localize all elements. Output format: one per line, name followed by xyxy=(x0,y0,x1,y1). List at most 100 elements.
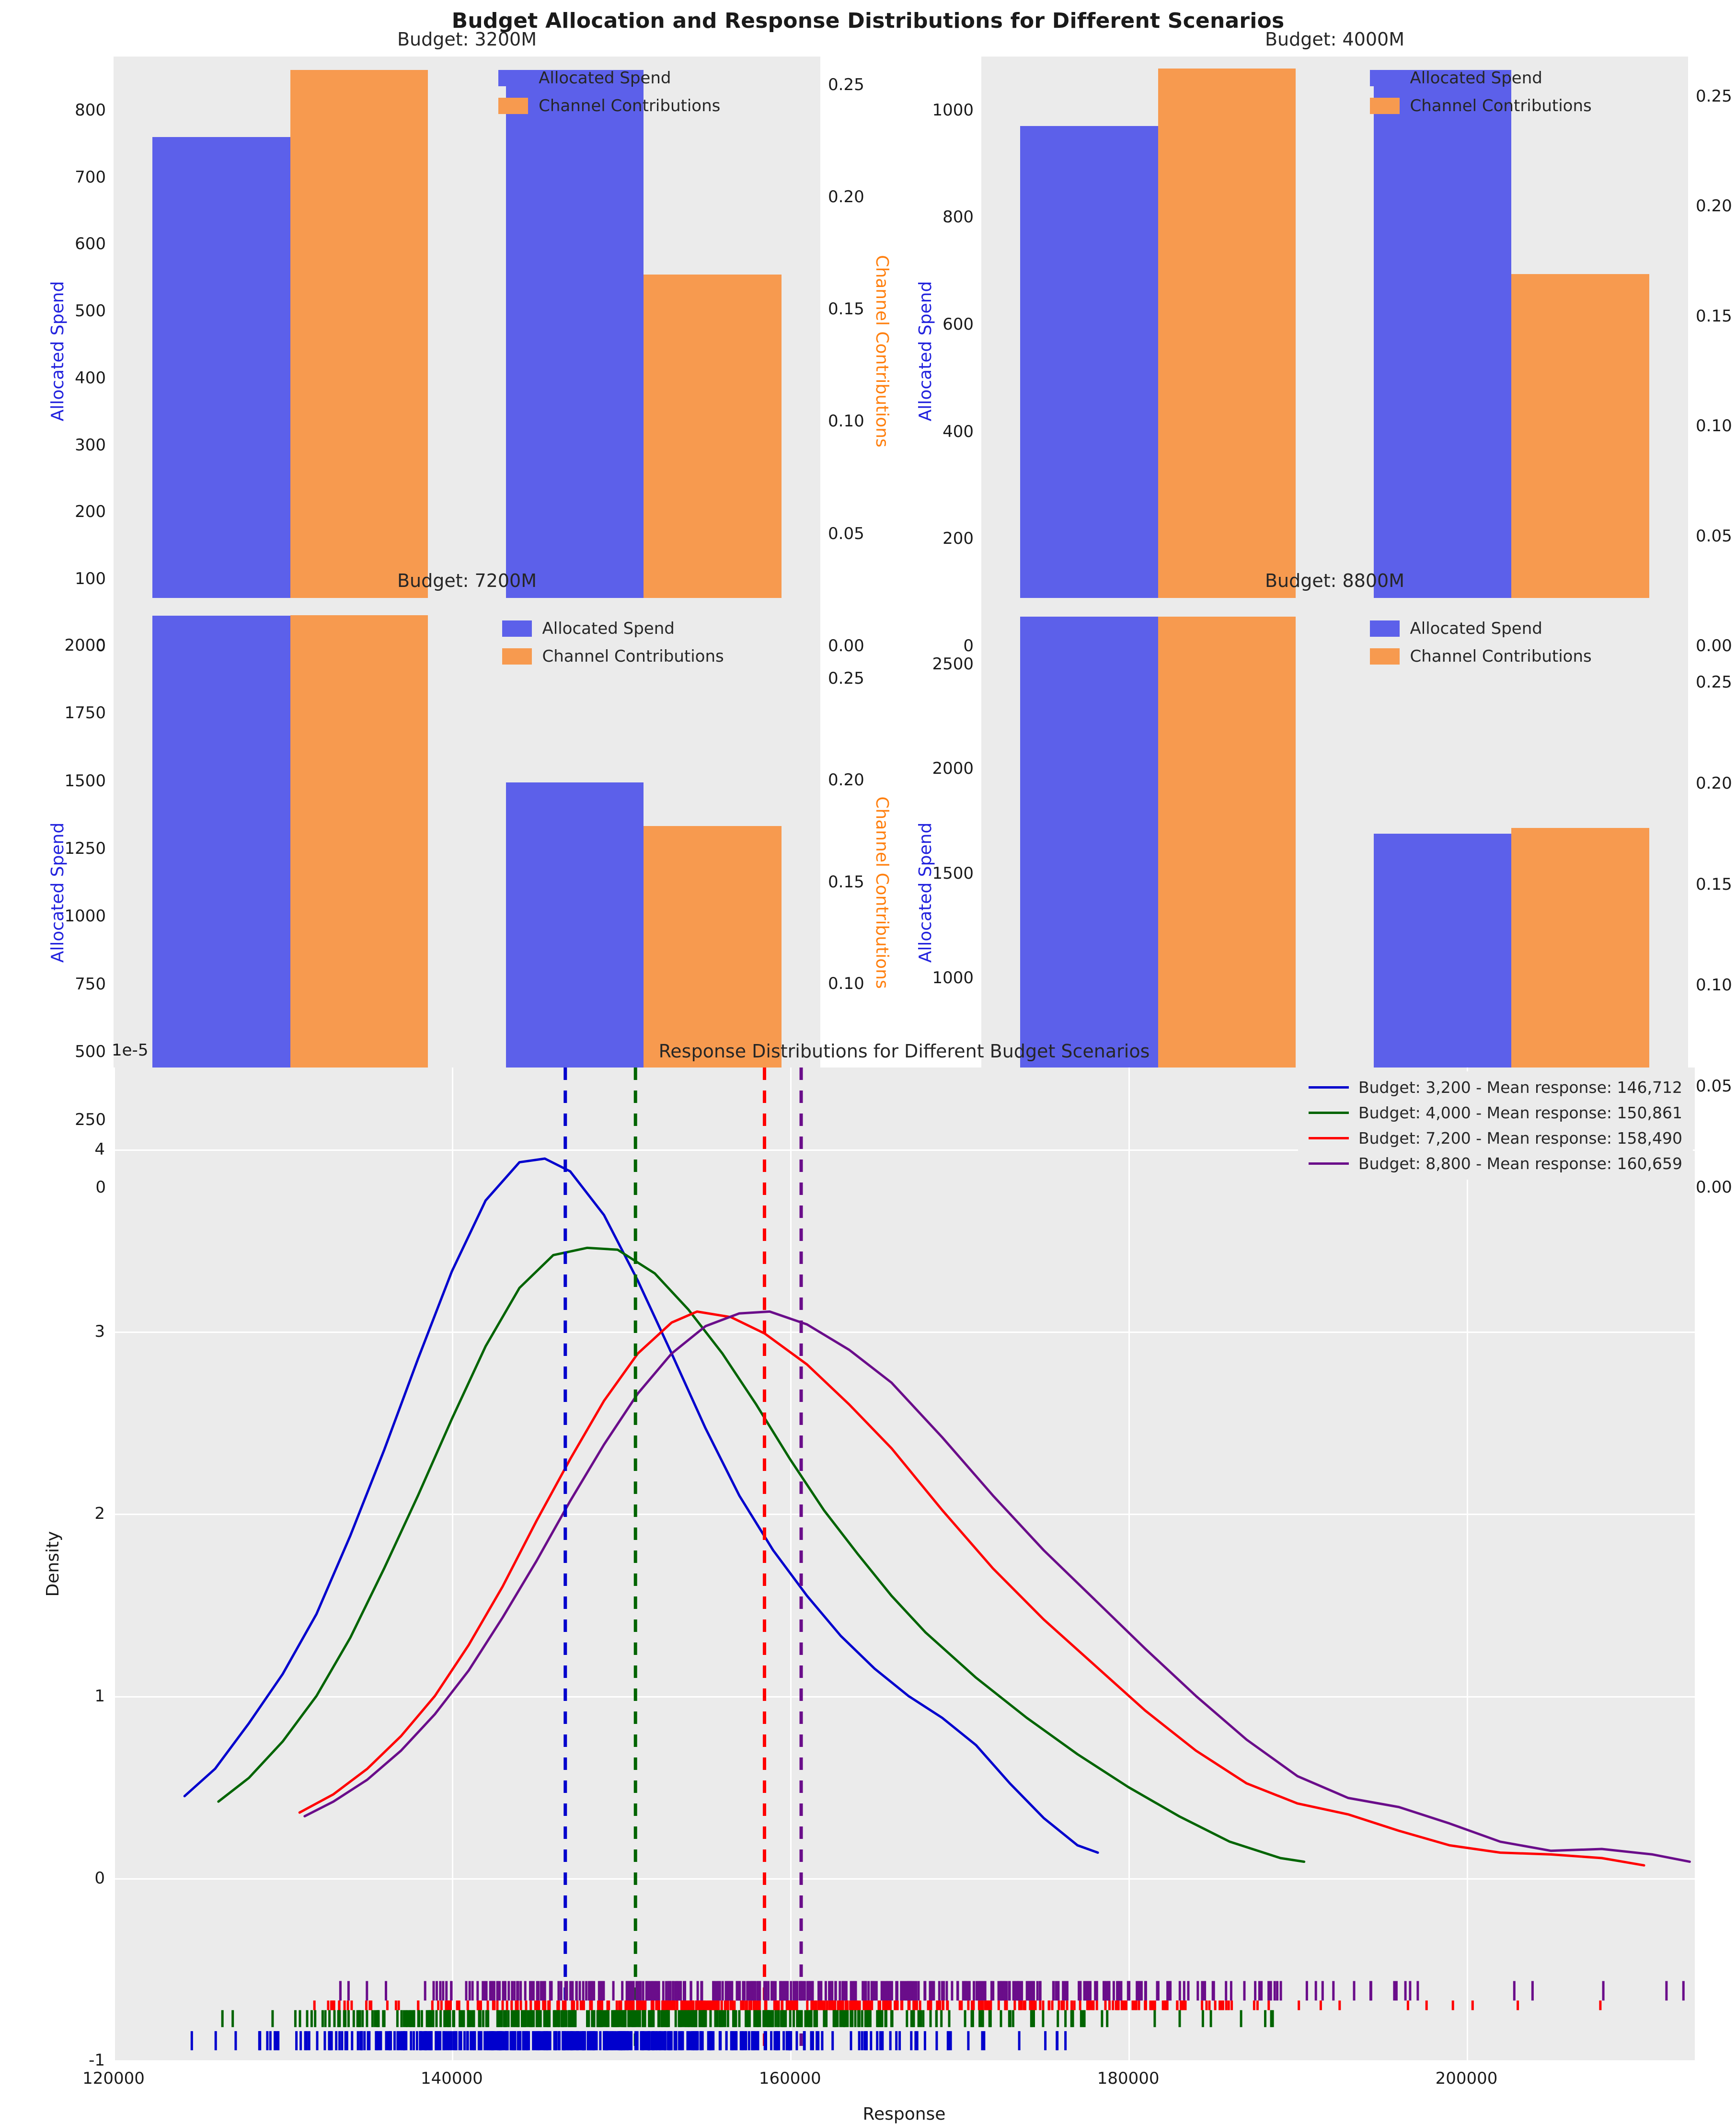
bar-ytick-right-2-2: 0.10 xyxy=(828,974,864,994)
density-ytick-4: 3 xyxy=(94,1322,105,1342)
density-gridline-v-4 xyxy=(1466,1068,1468,2060)
bar-ytick-right-2-4: 0.20 xyxy=(828,770,864,790)
density-axes-background xyxy=(114,1068,1695,2060)
density-ytick-3: 2 xyxy=(94,1504,105,1524)
bar-ytick-left-1-5: 1000 xyxy=(932,100,974,120)
bar-legend-row-spend-0[interactable]: Allocated Spend xyxy=(498,69,720,88)
density-rug-band-7,200 xyxy=(313,2000,1602,2010)
bar-contrib-1-0 xyxy=(1158,69,1296,646)
legend-swatch-contrib-icon xyxy=(502,648,532,665)
density-curve-4,000 xyxy=(217,1246,1306,1863)
density-x-axis-label: Response xyxy=(862,2104,946,2124)
bar-spend-1-1 xyxy=(1373,69,1512,646)
density-xtick-4: 200000 xyxy=(1435,2069,1498,2088)
bar-ytick-left-1-1: 200 xyxy=(943,529,974,549)
density-legend-line-icon-0 xyxy=(1308,1086,1349,1089)
bar-ytick-right-0-0: 0.00 xyxy=(828,636,864,655)
bar-ytick-right-1-5: 0.25 xyxy=(1696,86,1732,106)
bar-legend-1[interactable]: Allocated Spend Channel Contributions xyxy=(1363,64,1598,120)
legend-label-contrib-2: Channel Contributions xyxy=(542,647,724,666)
bar-ytick-left-2-4: 1000 xyxy=(64,907,106,926)
bar-panel-0: Budget: 3200M 0 100 200 300 400 500 600 700 800 0.… xyxy=(48,29,892,719)
bar-ylabel-left-2: Allocated Spend xyxy=(48,822,68,963)
bar-ytick-right-0-1: 0.05 xyxy=(828,524,864,543)
bar-ylabel-right-0: Channel Contributions xyxy=(872,255,892,448)
density-legend-label-2: Budget: 7,200 - Mean response: 158,490 xyxy=(1358,1129,1682,1148)
bar-legend-row-spend-3[interactable]: Allocated Spend xyxy=(1369,619,1592,639)
bar-ytick-right-0-3: 0.15 xyxy=(828,299,864,319)
density-legend-label-1: Budget: 4,000 - Mean response: 150,861 xyxy=(1358,1103,1682,1122)
bar-spend-0-0 xyxy=(152,137,290,646)
legend-label-contrib-1: Channel Contributions xyxy=(1410,96,1592,115)
bar-panel-title-1: Budget: 4000M xyxy=(1265,29,1405,50)
bar-legend-row-contrib-3[interactable]: Channel Contributions xyxy=(1369,647,1592,666)
bar-ytick-left-1-2: 400 xyxy=(943,422,974,441)
bar-legend-row-contrib-2[interactable]: Channel Contributions xyxy=(502,647,724,666)
bar-ytick-right-0-5: 0.25 xyxy=(828,75,864,94)
density-legend-row-1[interactable]: Budget: 4,000 - Mean response: 150,861 xyxy=(1308,1103,1682,1122)
bar-ytick-left-0-8: 800 xyxy=(75,100,106,120)
bar-legend-0[interactable]: Allocated Spend Channel Contributions xyxy=(492,64,727,120)
density-xtick-2: 160000 xyxy=(759,2069,821,2088)
bar-legend-2[interactable]: Allocated Spend Channel Contributions xyxy=(495,614,731,671)
bar-ytick-right-3-4: 0.20 xyxy=(1696,773,1732,793)
bar-ytick-left-2-5: 1250 xyxy=(64,839,106,859)
bar-ylabel-right-2: Channel Contributions xyxy=(872,796,892,989)
legend-swatch-contrib-icon xyxy=(498,97,529,114)
density-gridline-v-1 xyxy=(451,1068,453,2060)
bar-ylabel-left-3: Allocated Spend xyxy=(916,822,935,963)
density-legend-row-3[interactable]: Budget: 8,800 - Mean response: 160,659 xyxy=(1308,1154,1682,1173)
bar-legend-row-spend-2[interactable]: Allocated Spend xyxy=(502,619,724,638)
density-title: Response Distributions for Different Bud… xyxy=(658,1041,1150,1062)
bar-ytick-left-2-2: 500 xyxy=(75,1042,106,1062)
bar-ytick-left-2-7: 1750 xyxy=(64,703,106,723)
legend-label-spend-3: Allocated Spend xyxy=(1410,619,1542,639)
density-gridline-h-4 xyxy=(114,1332,1695,1333)
bar-ytick-left-0-0: 0 xyxy=(95,636,106,655)
bar-ytick-right-3-2: 0.10 xyxy=(1696,976,1732,995)
bar-ytick-right-2-3: 0.15 xyxy=(828,872,864,892)
bar-legend-row-contrib-1[interactable]: Channel Contributions xyxy=(1369,96,1592,115)
density-y-axis-label: Density xyxy=(43,1531,63,1597)
bar-legend-row-contrib-0[interactable]: Channel Contributions xyxy=(498,96,720,115)
bar-panel-title-2: Budget: 7200M xyxy=(397,570,537,591)
bar-ytick-left-2-8: 2000 xyxy=(64,635,106,655)
bar-contrib-0-1 xyxy=(644,274,782,646)
bar-plot-area-0 xyxy=(114,57,820,646)
legend-label-contrib-0: Channel Contributions xyxy=(539,96,721,115)
bar-ytick-right-1-4: 0.20 xyxy=(1696,196,1732,216)
density-xtick-0: 120000 xyxy=(82,2069,145,2088)
density-legend-row-0[interactable]: Budget: 3,200 - Mean response: 146,712 xyxy=(1308,1078,1682,1097)
density-legend-line-icon-2 xyxy=(1308,1137,1349,1139)
bar-ylabel-left-0: Allocated Spend xyxy=(48,281,68,422)
density-legend-row-2[interactable]: Budget: 7,200 - Mean response: 158,490 xyxy=(1308,1129,1682,1148)
bar-panel-1: Budget: 4000M 0 200 400 600 800 1000 0.00 0.05 0.… xyxy=(916,29,1732,719)
bar-ytick-left-0-7: 700 xyxy=(75,167,106,187)
bar-ytick-right-3-5: 0.25 xyxy=(1696,673,1732,692)
bar-ytick-right-1-0: 0.00 xyxy=(1696,636,1732,655)
density-xtick-3: 180000 xyxy=(1097,2069,1160,2088)
bar-panel-title-3: Budget: 8800M xyxy=(1265,570,1405,591)
density-plot-area xyxy=(114,1068,1695,2060)
density-ytick-1: 0 xyxy=(94,1868,105,1888)
legend-label-spend-1: Allocated Spend xyxy=(1410,68,1542,88)
density-curves-svg xyxy=(183,1068,1691,2053)
bar-ytick-right-2-5: 0.25 xyxy=(828,668,864,688)
bar-ytick-left-1-4: 800 xyxy=(943,207,974,227)
density-gridline-h-1 xyxy=(114,1878,1695,1880)
density-gridline-h-2 xyxy=(114,1696,1695,1698)
bar-ytick-left-2-6: 1500 xyxy=(64,771,106,791)
bar-ytick-right-0-2: 0.10 xyxy=(828,412,864,431)
legend-label-spend-2: Allocated Spend xyxy=(542,619,675,639)
bar-legend-3[interactable]: Allocated Spend Channel Contributions xyxy=(1363,614,1598,671)
bar-plot-area-1 xyxy=(981,57,1688,646)
bar-ytick-right-1-1: 0.05 xyxy=(1696,526,1732,546)
density-legend-label-0: Budget: 3,200 - Mean response: 146,712 xyxy=(1358,1078,1682,1097)
bar-ylabel-left-1: Allocated Spend xyxy=(916,281,935,422)
density-gridline-h-5 xyxy=(114,1149,1695,1151)
density-legend[interactable]: Budget: 3,200 - Mean response: 146,712 B… xyxy=(1298,1071,1693,1180)
bar-ytick-right-3-1: 0.05 xyxy=(1696,1077,1732,1096)
density-ytick-0: -1 xyxy=(89,2051,105,2070)
bar-ytick-left-2-0: 0 xyxy=(95,1178,106,1197)
bar-legend-row-spend-1[interactable]: Allocated Spend xyxy=(1369,68,1592,88)
